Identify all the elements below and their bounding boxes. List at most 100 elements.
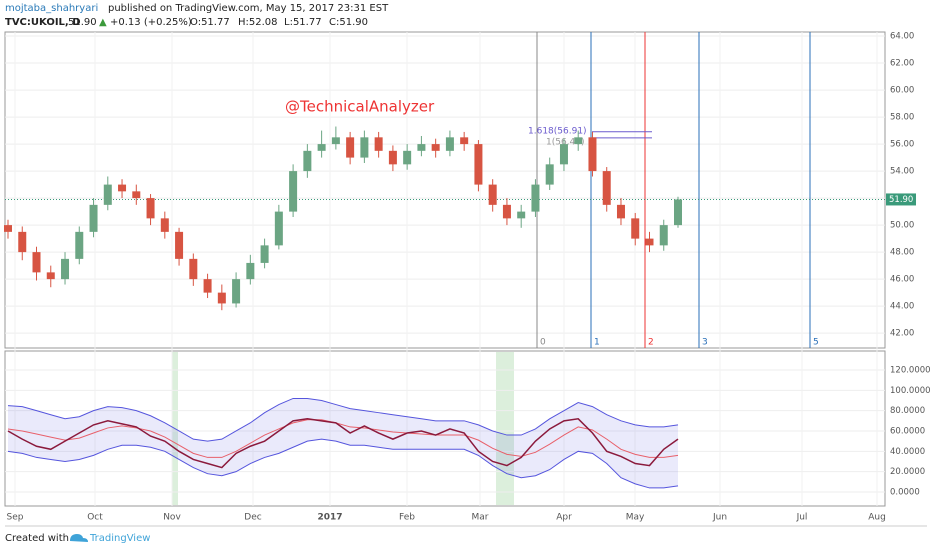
ma-line: [7, 419, 679, 458]
y-tick-label: 46.00: [890, 275, 914, 285]
y-tick-label: 44.00: [890, 302, 914, 312]
up-arrow: ▲: [99, 17, 107, 28]
candle-body: [659, 225, 668, 246]
y-tick-label: 64.00: [890, 32, 914, 42]
candle-body: [403, 150, 412, 165]
candle-body: [274, 211, 283, 246]
y-tick-label: 58.00: [890, 113, 914, 123]
lower-band: [7, 438, 679, 489]
x-tick-label: Jun: [712, 513, 727, 523]
candle-body: [232, 279, 241, 304]
close: C:51.90: [329, 17, 368, 28]
y-tick-label: 60.00: [890, 86, 914, 96]
candle-body: [303, 150, 312, 172]
candle-body: [217, 292, 226, 304]
fib-time-label: 1: [594, 338, 600, 348]
x-tick-label: Jul: [796, 513, 808, 523]
candle-body: [89, 204, 98, 232]
brand[interactable]: TradingView: [89, 533, 150, 544]
x-tick-label: Nov: [163, 513, 181, 523]
candle-body: [631, 218, 640, 239]
low: L:51.77: [284, 17, 322, 28]
candle-body: [46, 272, 55, 280]
candle-body: [4, 225, 12, 232]
y-tick-label: 50.00: [890, 221, 914, 231]
candle-body: [360, 137, 369, 158]
y-tick-label: 48.00: [890, 248, 914, 258]
candle-body: [645, 238, 654, 246]
y-tick-label: 54.00: [890, 167, 914, 177]
created: Created with: [5, 533, 69, 544]
published: published on TradingView.com, May 15, 20…: [108, 3, 389, 14]
last-price-label: 51.90: [889, 195, 913, 205]
candle-body: [602, 171, 611, 205]
candle-body: [18, 231, 27, 253]
y-tick-label: 56.00: [890, 140, 914, 150]
candle-body: [488, 184, 497, 205]
fib-time-label: 5: [813, 338, 819, 348]
candle-body: [346, 137, 355, 158]
candle-body: [531, 184, 540, 212]
high: H:52.08: [238, 17, 278, 28]
fib-time-label: 0: [540, 338, 546, 348]
author[interactable]: mojtaba_shahryari: [5, 3, 98, 14]
upper-band: [7, 397, 679, 442]
candle-body: [574, 137, 583, 145]
y-tick-label: 60.0000: [890, 426, 925, 436]
y-tick-label: 40.0000: [890, 447, 925, 457]
candle-body: [545, 164, 554, 185]
x-tick-label: May: [626, 513, 645, 523]
candle-body: [517, 211, 526, 219]
fib-time-label: 3: [702, 338, 708, 348]
candle-body: [146, 198, 155, 219]
candle-body: [674, 199, 682, 226]
x-tick-label: Sep: [7, 513, 24, 523]
indicator-pane: [4, 350, 886, 507]
y-tick-label: 80.0000: [890, 406, 925, 416]
candle-body: [559, 144, 568, 165]
fib-label: 1.618(56.91): [528, 126, 587, 136]
candle-body: [189, 258, 198, 280]
candle-body: [616, 204, 625, 219]
x-tick-label: Feb: [399, 513, 415, 523]
y-tick-label: 42.00: [890, 329, 914, 339]
candle-body: [160, 218, 169, 232]
x-tick-label: Oct: [87, 513, 103, 523]
last: 51.90: [68, 17, 97, 28]
x-tick-label: Apr: [556, 513, 572, 523]
last-price-box: [886, 193, 916, 206]
candle-body: [374, 137, 383, 151]
candle-body: [445, 137, 454, 151]
y-tick-label: 120.0000: [890, 365, 931, 375]
main-pane: [4, 31, 886, 349]
candle-body: [317, 144, 326, 151]
fib-time-label: 2: [648, 338, 654, 348]
candle-body: [474, 144, 483, 185]
y-tick-label: 20.0000: [890, 467, 925, 477]
candle-body: [246, 262, 255, 280]
candle-body: [103, 184, 112, 205]
fib-label: 1(56.46): [546, 137, 585, 147]
candle-body: [502, 204, 511, 219]
y-tick-label: 62.00: [890, 59, 914, 69]
candle-body: [260, 245, 269, 263]
candle-body: [32, 252, 41, 273]
x-tick-label: Aug: [868, 513, 886, 523]
change: +0.13 (+0.25%): [110, 17, 192, 28]
logo: [70, 534, 88, 542]
open: O:51.77: [190, 17, 230, 28]
candle-body: [388, 150, 397, 165]
shade: [496, 352, 514, 505]
x-tick-label: Mar: [472, 513, 489, 523]
candle-body: [118, 184, 127, 192]
candle-body: [588, 137, 597, 172]
indicator-line: [7, 417, 679, 469]
symbol: TVC:UKOIL, D: [5, 17, 81, 28]
x-tick-label: 2017: [317, 513, 342, 523]
candle-body: [132, 191, 141, 199]
annotation: @TechnicalAnalyzer: [285, 98, 435, 116]
candle-body: [75, 231, 84, 259]
candle-body: [289, 171, 298, 212]
